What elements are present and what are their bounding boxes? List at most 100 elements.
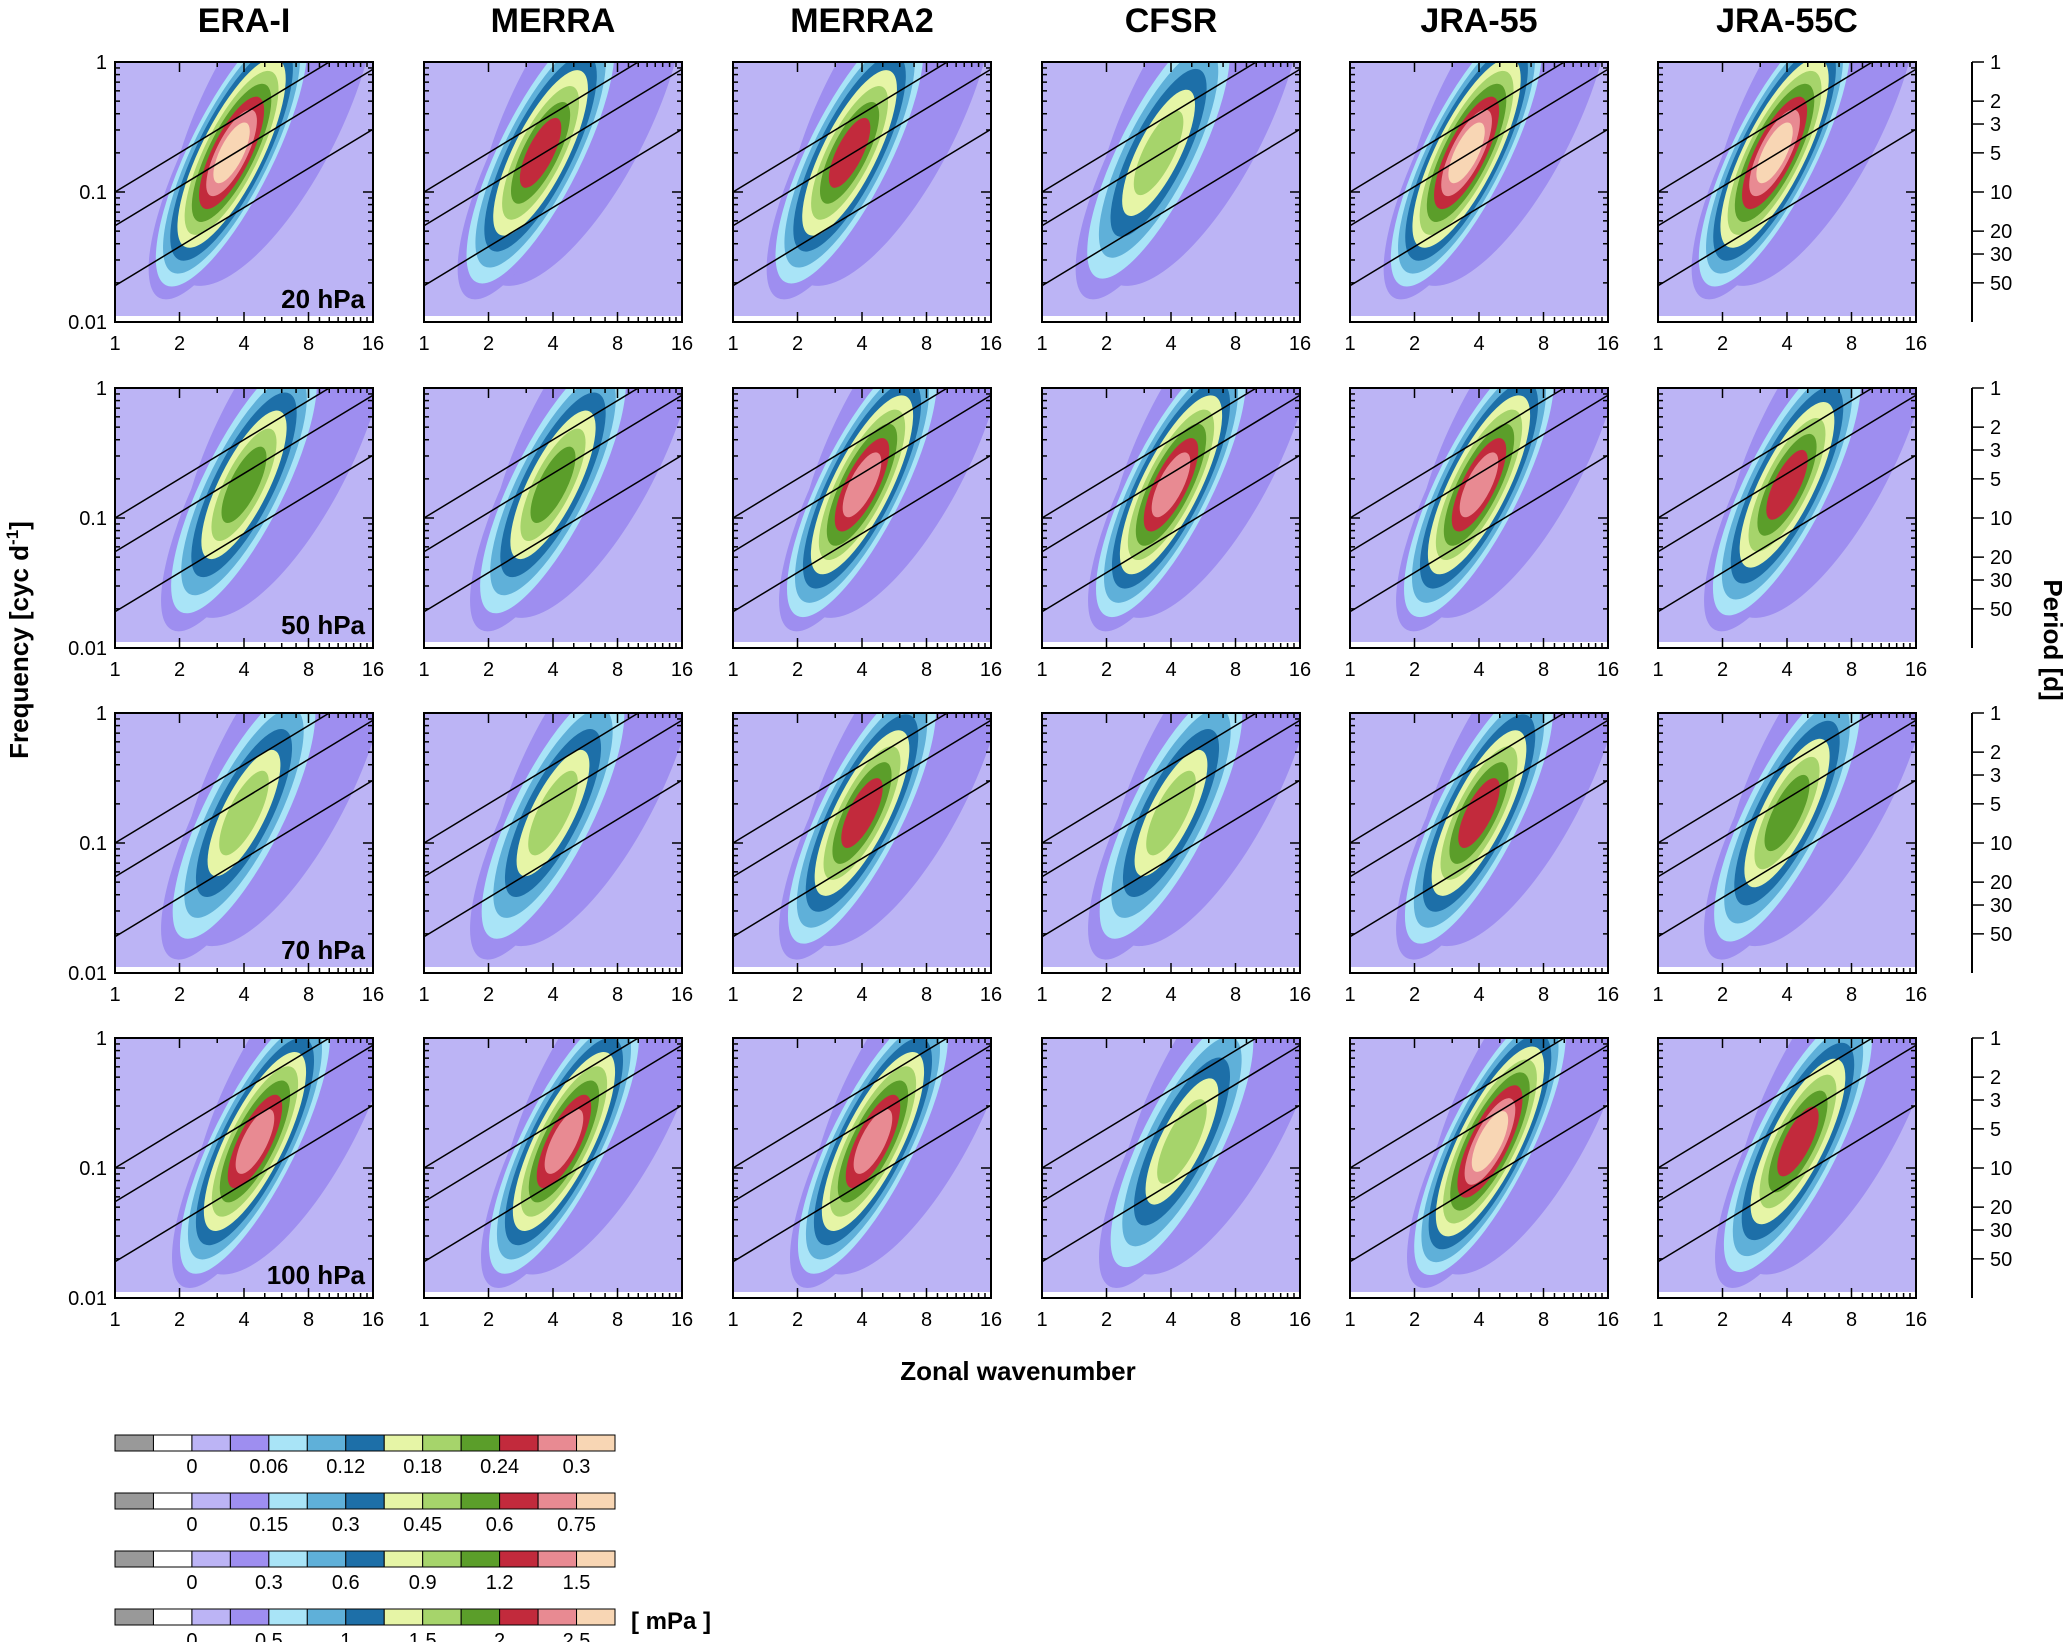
reference-line bbox=[733, 1038, 949, 1169]
x-tick-label: 4 bbox=[238, 659, 249, 681]
period-tick-label: 50 bbox=[1990, 1249, 2012, 1271]
x-tick-label: 2 bbox=[792, 984, 803, 1006]
x-tick-label: 2 bbox=[174, 333, 185, 355]
x-tick-label: 4 bbox=[1781, 984, 1792, 1006]
x-tick-label: 2 bbox=[483, 1309, 494, 1331]
reference-line bbox=[1350, 1104, 1608, 1263]
x-tick-label: 8 bbox=[921, 984, 932, 1006]
reference-line bbox=[1350, 68, 1608, 227]
x-tick-label: 4 bbox=[1165, 659, 1176, 681]
x-tick-label: 8 bbox=[1846, 984, 1857, 1006]
x-tick-label: 8 bbox=[921, 1309, 932, 1331]
x-tick-label: 2 bbox=[1717, 659, 1728, 681]
spectrum-panel: 1 2 4 8 16 bbox=[1652, 61, 1927, 355]
reference-line bbox=[1658, 779, 1916, 938]
reference-line bbox=[115, 713, 331, 844]
x-tick-label: 4 bbox=[856, 659, 867, 681]
reference-line bbox=[1042, 779, 1300, 938]
reference-line bbox=[733, 1104, 991, 1263]
colorbar-label: 0.6 bbox=[332, 1572, 360, 1594]
colorbar-swatch bbox=[114, 1434, 154, 1452]
colorbar-swatch bbox=[191, 1550, 231, 1568]
y-tick-label: 0.1 bbox=[79, 1158, 107, 1180]
period-axis-title: Period [d] bbox=[2038, 579, 2067, 700]
colorbar-label: 0.5 bbox=[255, 1630, 283, 1642]
x-tick-label: 1 bbox=[109, 659, 120, 681]
colorbar-label: 0.45 bbox=[403, 1514, 442, 1536]
x-tick-label: 4 bbox=[1473, 659, 1484, 681]
period-tick-label: 30 bbox=[1990, 1220, 2012, 1242]
reference-line bbox=[1658, 713, 1874, 844]
period-tick-label: 5 bbox=[1990, 469, 2001, 491]
reference-line bbox=[115, 1044, 373, 1203]
spectrum-panel: 1 2 4 8 16 bbox=[418, 712, 693, 1006]
reference-line bbox=[115, 394, 373, 553]
panel-grid: 1 2 4 8 16 1 0.1 0.01 20 hPa 1 2 4 8 16 1 2 4 8 16 1 2 4 8 16 1 2… bbox=[68, 52, 1927, 1331]
colorbar-swatch bbox=[306, 1550, 347, 1568]
reference-line bbox=[115, 779, 373, 938]
reference-line bbox=[115, 68, 373, 227]
colorbar-swatch bbox=[499, 1492, 539, 1510]
spectrum-panel: 1 2 4 8 16 bbox=[1344, 712, 1619, 1006]
colorbar-swatch bbox=[191, 1608, 231, 1626]
x-tick-label: 16 bbox=[671, 659, 693, 681]
reference-line bbox=[1658, 1038, 1874, 1169]
x-tick-label: 2 bbox=[174, 984, 185, 1006]
x-tick-label: 4 bbox=[1473, 333, 1484, 355]
column-title: CFSR bbox=[1125, 2, 1218, 40]
x-tick-label: 1 bbox=[109, 333, 120, 355]
colorbar-swatch bbox=[383, 1550, 424, 1568]
x-tick-label: 1 bbox=[1036, 333, 1047, 355]
x-tick-label: 4 bbox=[238, 984, 249, 1006]
x-tick-label: 2 bbox=[1717, 1309, 1728, 1331]
colorbar-swatch bbox=[229, 1608, 270, 1626]
x-tick-label: 8 bbox=[612, 333, 623, 355]
reference-line bbox=[1042, 719, 1300, 878]
x-tick-label: 4 bbox=[1473, 1309, 1484, 1331]
x-tick-label: 16 bbox=[1905, 1309, 1927, 1331]
period-tick-label: 20 bbox=[1990, 221, 2012, 243]
colorbar-label: 0 bbox=[186, 1514, 197, 1536]
reference-line bbox=[1658, 394, 1916, 553]
period-tick-label: 1 bbox=[1990, 378, 2001, 400]
x-tick-label: 2 bbox=[1717, 984, 1728, 1006]
reference-line bbox=[1658, 128, 1916, 287]
contour-band bbox=[1458, 778, 1500, 848]
x-tick-label: 1 bbox=[1652, 333, 1663, 355]
reference-line bbox=[424, 719, 682, 878]
spectrum-panel: 1 2 4 8 16 bbox=[1652, 387, 1927, 681]
x-tick-label: 2 bbox=[174, 659, 185, 681]
reference-line bbox=[733, 62, 949, 193]
x-tick-label: 1 bbox=[1652, 1309, 1663, 1331]
colorbar-swatch bbox=[191, 1434, 231, 1452]
reference-line bbox=[1350, 719, 1608, 878]
colorbar-swatch bbox=[191, 1492, 231, 1510]
colorbar-swatch bbox=[576, 1608, 616, 1626]
colorbar-label: 0.06 bbox=[249, 1456, 288, 1478]
colorbar: 0 0.15 0.3 0.45 0.6 0.75 bbox=[114, 1492, 616, 1536]
reference-line bbox=[1350, 713, 1566, 844]
x-tick-label: 8 bbox=[1846, 659, 1857, 681]
x-tick-label: 16 bbox=[671, 984, 693, 1006]
column-title: ERA-I bbox=[198, 2, 291, 40]
period-tick-label: 5 bbox=[1990, 143, 2001, 165]
colorbar-label: 0 bbox=[186, 1572, 197, 1594]
colorbar-swatch bbox=[537, 1434, 578, 1452]
reference-line bbox=[115, 1038, 331, 1169]
x-tick-label: 4 bbox=[238, 1309, 249, 1331]
colorbar-label: 2.5 bbox=[563, 1630, 591, 1642]
x-tick-label: 16 bbox=[1289, 659, 1311, 681]
y-tick-label: 1 bbox=[96, 1028, 107, 1050]
reference-line bbox=[1658, 68, 1916, 227]
colorbar-swatch bbox=[422, 1492, 462, 1510]
colorbar-swatch bbox=[422, 1608, 462, 1626]
reference-line bbox=[424, 394, 682, 553]
y-tick-label: 0.01 bbox=[68, 638, 107, 660]
spectrum-panel: 1 2 4 8 16 bbox=[418, 1037, 693, 1331]
reference-line bbox=[1042, 454, 1300, 613]
column-title: JRA-55 bbox=[1420, 2, 1537, 40]
colorbar-swatch bbox=[576, 1492, 616, 1510]
x-tick-label: 8 bbox=[1230, 984, 1241, 1006]
reference-line bbox=[733, 1044, 991, 1203]
reference-line bbox=[115, 1104, 373, 1263]
